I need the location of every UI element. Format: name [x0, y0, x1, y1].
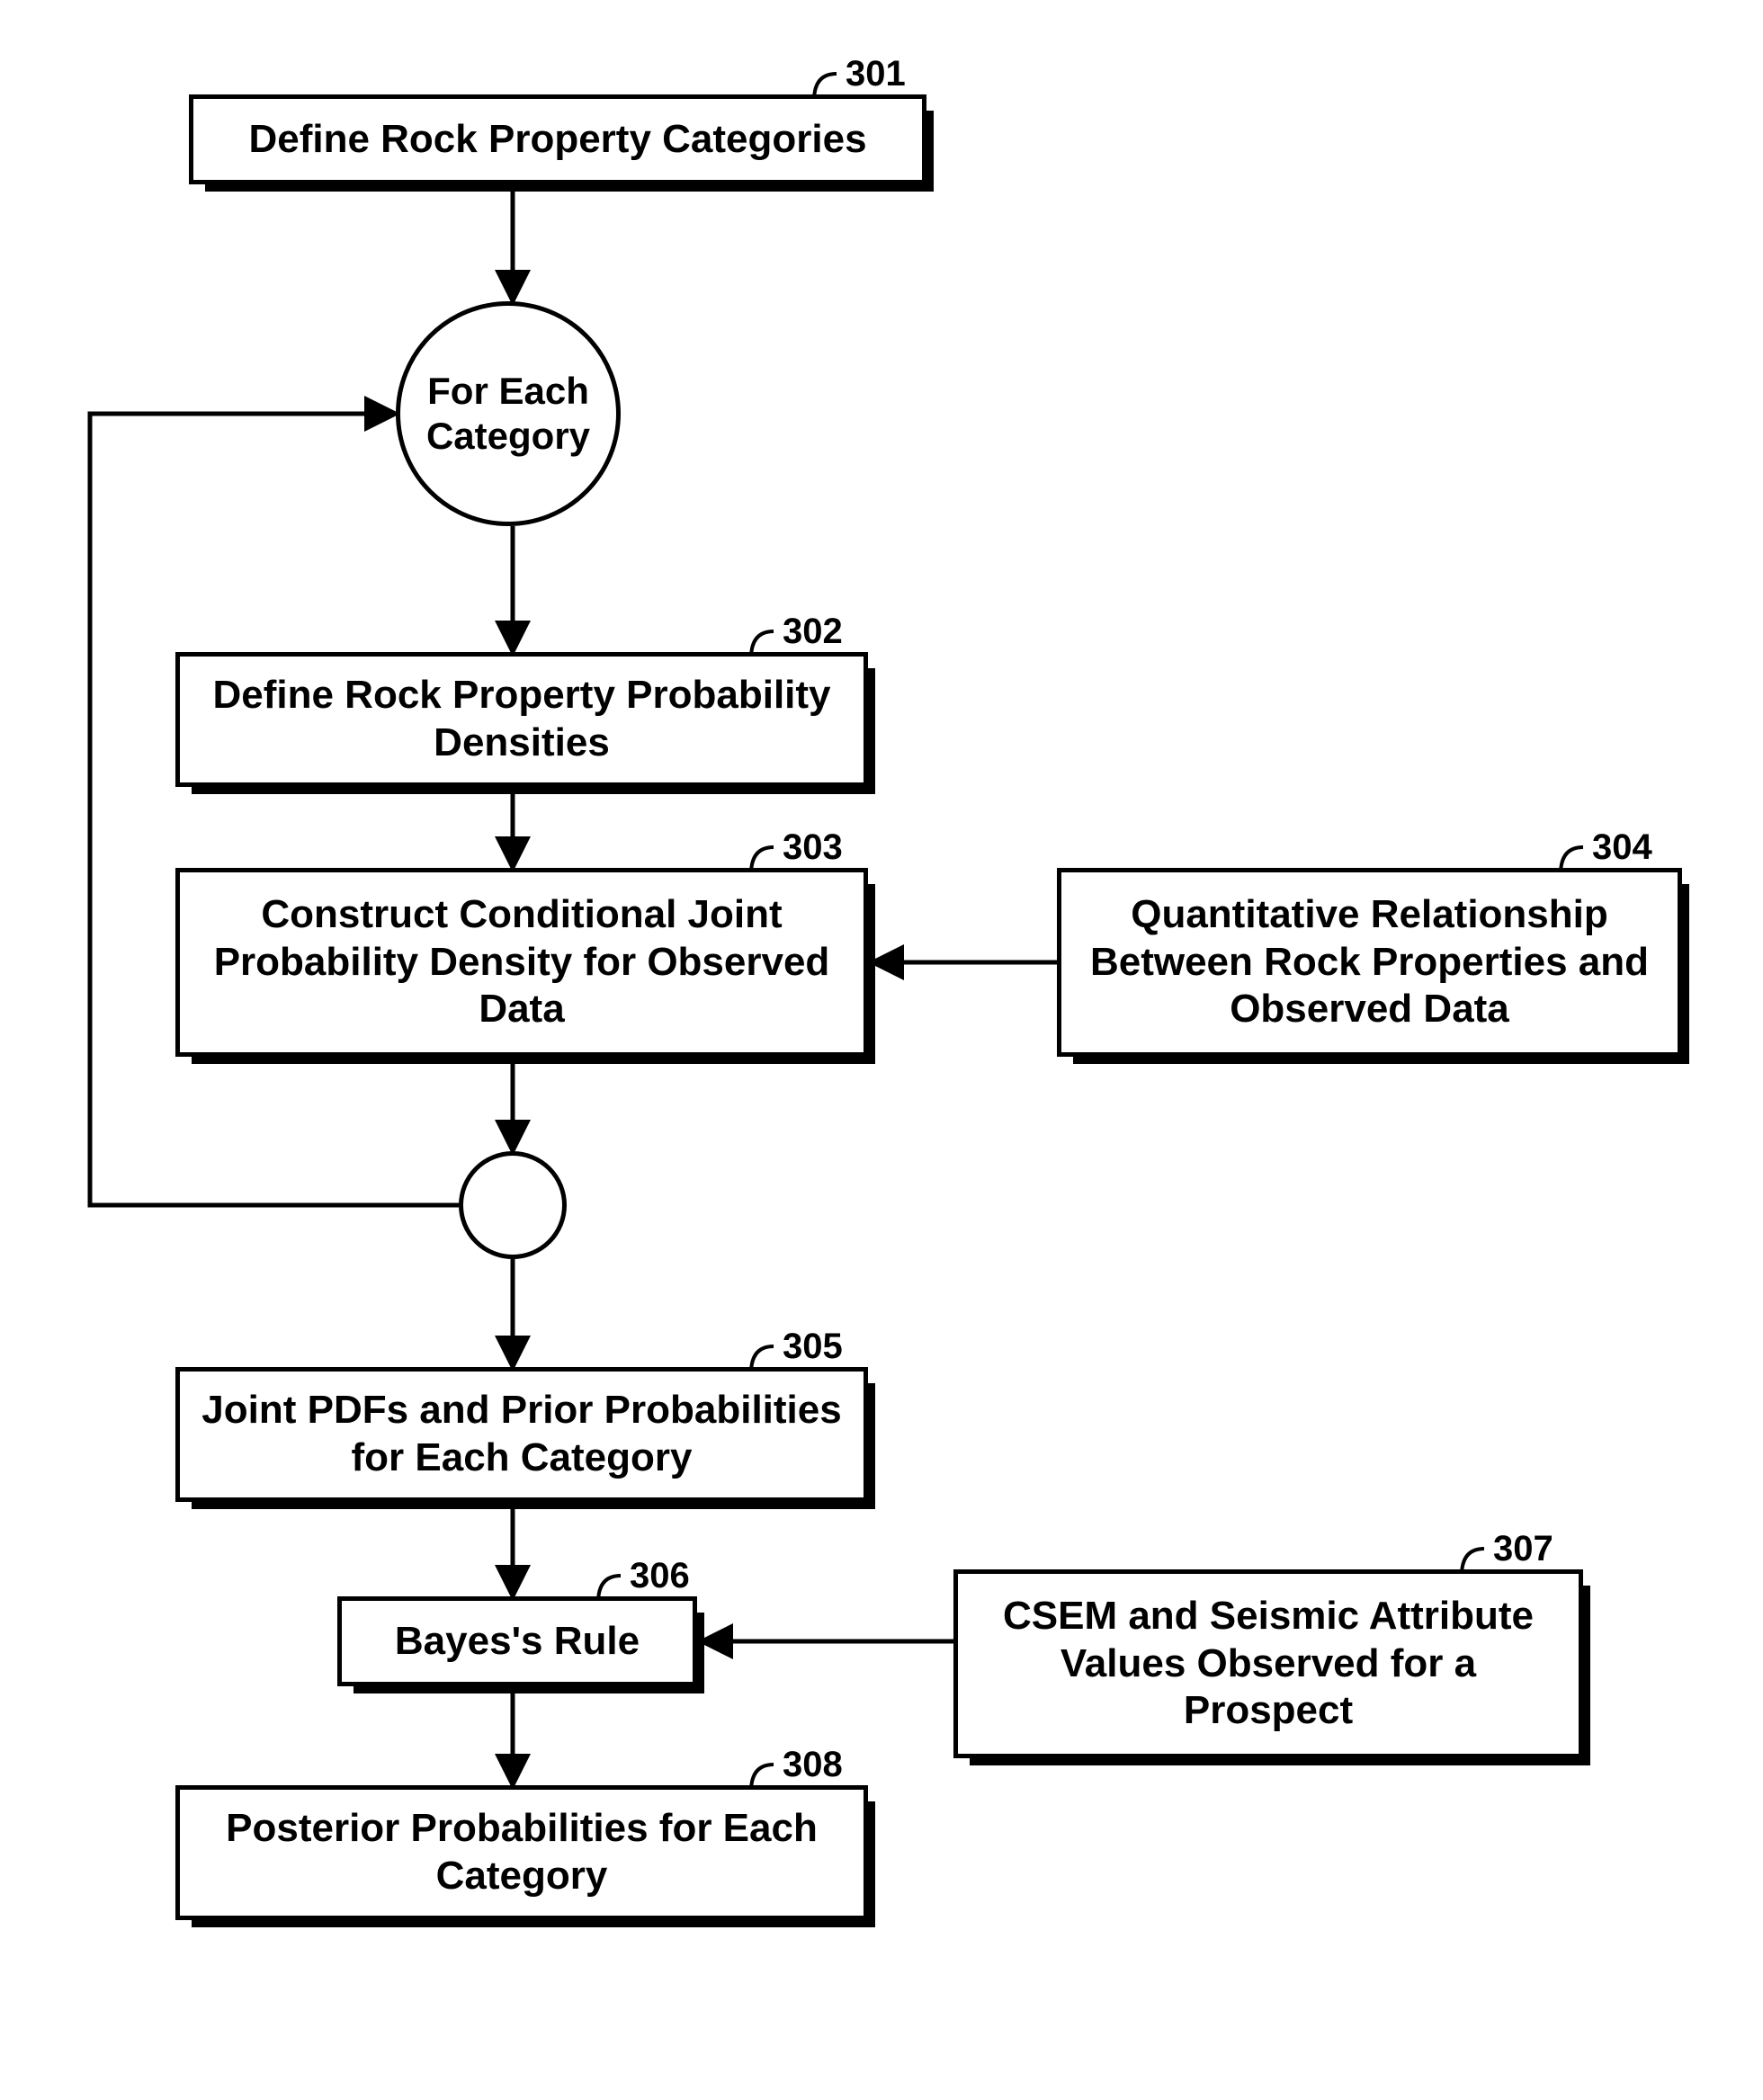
node-n308: Posterior Probabilities for Each Categor…: [175, 1785, 868, 1920]
node-text-n306: Bayes's Rule: [395, 1618, 640, 1666]
label-n307: 307: [1493, 1529, 1553, 1569]
node-text-n303: Construct Conditional Joint Probability …: [198, 891, 846, 1033]
label-n306: 306: [630, 1556, 690, 1596]
node-junc: [459, 1151, 567, 1259]
label-n302: 302: [783, 612, 843, 652]
node-text-n307: CSEM and Seismic Attribute Values Observ…: [976, 1593, 1561, 1735]
node-n303: Construct Conditional Joint Probability …: [175, 868, 868, 1057]
node-text-loop: For Each Category: [400, 369, 616, 460]
node-n306: Bayes's Rule: [337, 1596, 697, 1686]
node-text-n305: Joint PDFs and Prior Probabilities for E…: [198, 1387, 846, 1482]
node-n304: Quantitative Relationship Between Rock P…: [1057, 868, 1682, 1057]
label-n304: 304: [1592, 827, 1652, 868]
node-text-n301: Define Rock Property Categories: [248, 116, 866, 164]
node-text-n302: Define Rock Property Probability Densiti…: [198, 672, 846, 767]
label-n303: 303: [783, 827, 843, 868]
label-n305: 305: [783, 1327, 843, 1367]
node-n305: Joint PDFs and Prior Probabilities for E…: [175, 1367, 868, 1502]
edge-junc-loop: [90, 414, 459, 1205]
node-loop: For Each Category: [396, 301, 621, 526]
flowchart-container: Define Rock Property Categories 301 For Ea…: [0, 0, 1763, 2100]
node-n302: Define Rock Property Probability Densiti…: [175, 652, 868, 787]
label-n301: 301: [846, 54, 906, 94]
node-n301: Define Rock Property Categories: [189, 94, 926, 184]
label-n308: 308: [783, 1745, 843, 1785]
node-text-n304: Quantitative Relationship Between Rock P…: [1079, 891, 1660, 1033]
node-text-n308: Posterior Probabilities for Each Categor…: [198, 1805, 846, 1900]
node-n307: CSEM and Seismic Attribute Values Observ…: [953, 1569, 1583, 1758]
